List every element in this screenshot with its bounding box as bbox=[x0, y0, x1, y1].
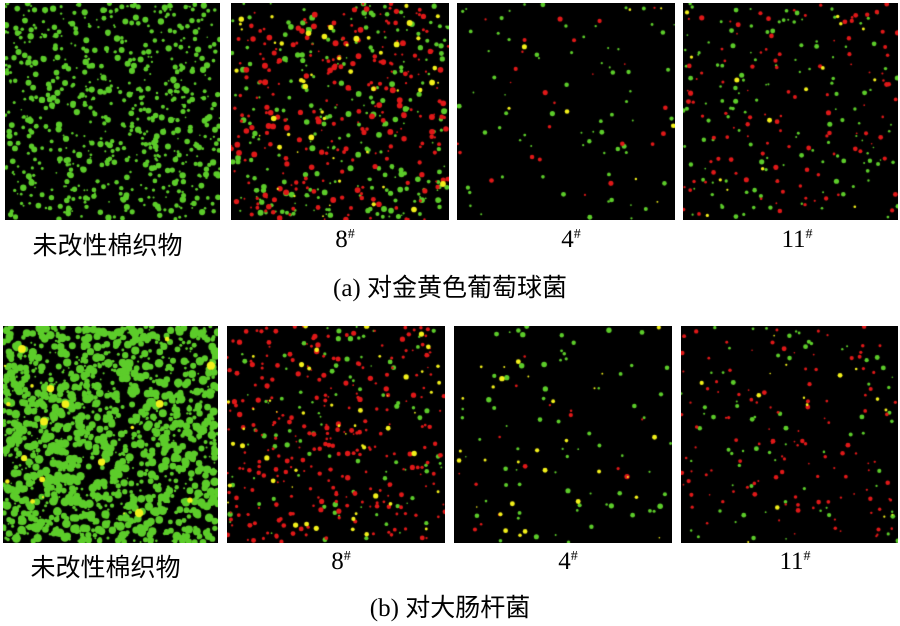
micrograph-b-8 bbox=[227, 326, 445, 543]
label-a-4: 4# bbox=[561, 226, 581, 253]
label-a-11: 11# bbox=[781, 226, 813, 253]
label-b-8: 8# bbox=[331, 548, 351, 575]
micrograph-a-11 bbox=[683, 3, 898, 220]
label-b-11: 11# bbox=[779, 548, 811, 575]
micrograph-a-8 bbox=[231, 3, 449, 220]
micrograph-b-untreated bbox=[3, 326, 218, 543]
caption-a: (a) 对金黄色葡萄球菌 bbox=[333, 275, 567, 302]
label-b-4: 4# bbox=[558, 548, 578, 575]
label-a-8: 8# bbox=[335, 226, 355, 253]
label-b-untreated: 未改性棉织物 bbox=[30, 555, 181, 582]
micrograph-b-4 bbox=[454, 326, 672, 543]
caption-b: (b) 对大肠杆菌 bbox=[369, 595, 531, 622]
label-a-untreated: 未改性棉织物 bbox=[32, 233, 183, 260]
micrograph-b-11 bbox=[681, 326, 898, 543]
micrograph-a-untreated bbox=[5, 3, 220, 220]
micrograph-a-4 bbox=[457, 3, 675, 220]
